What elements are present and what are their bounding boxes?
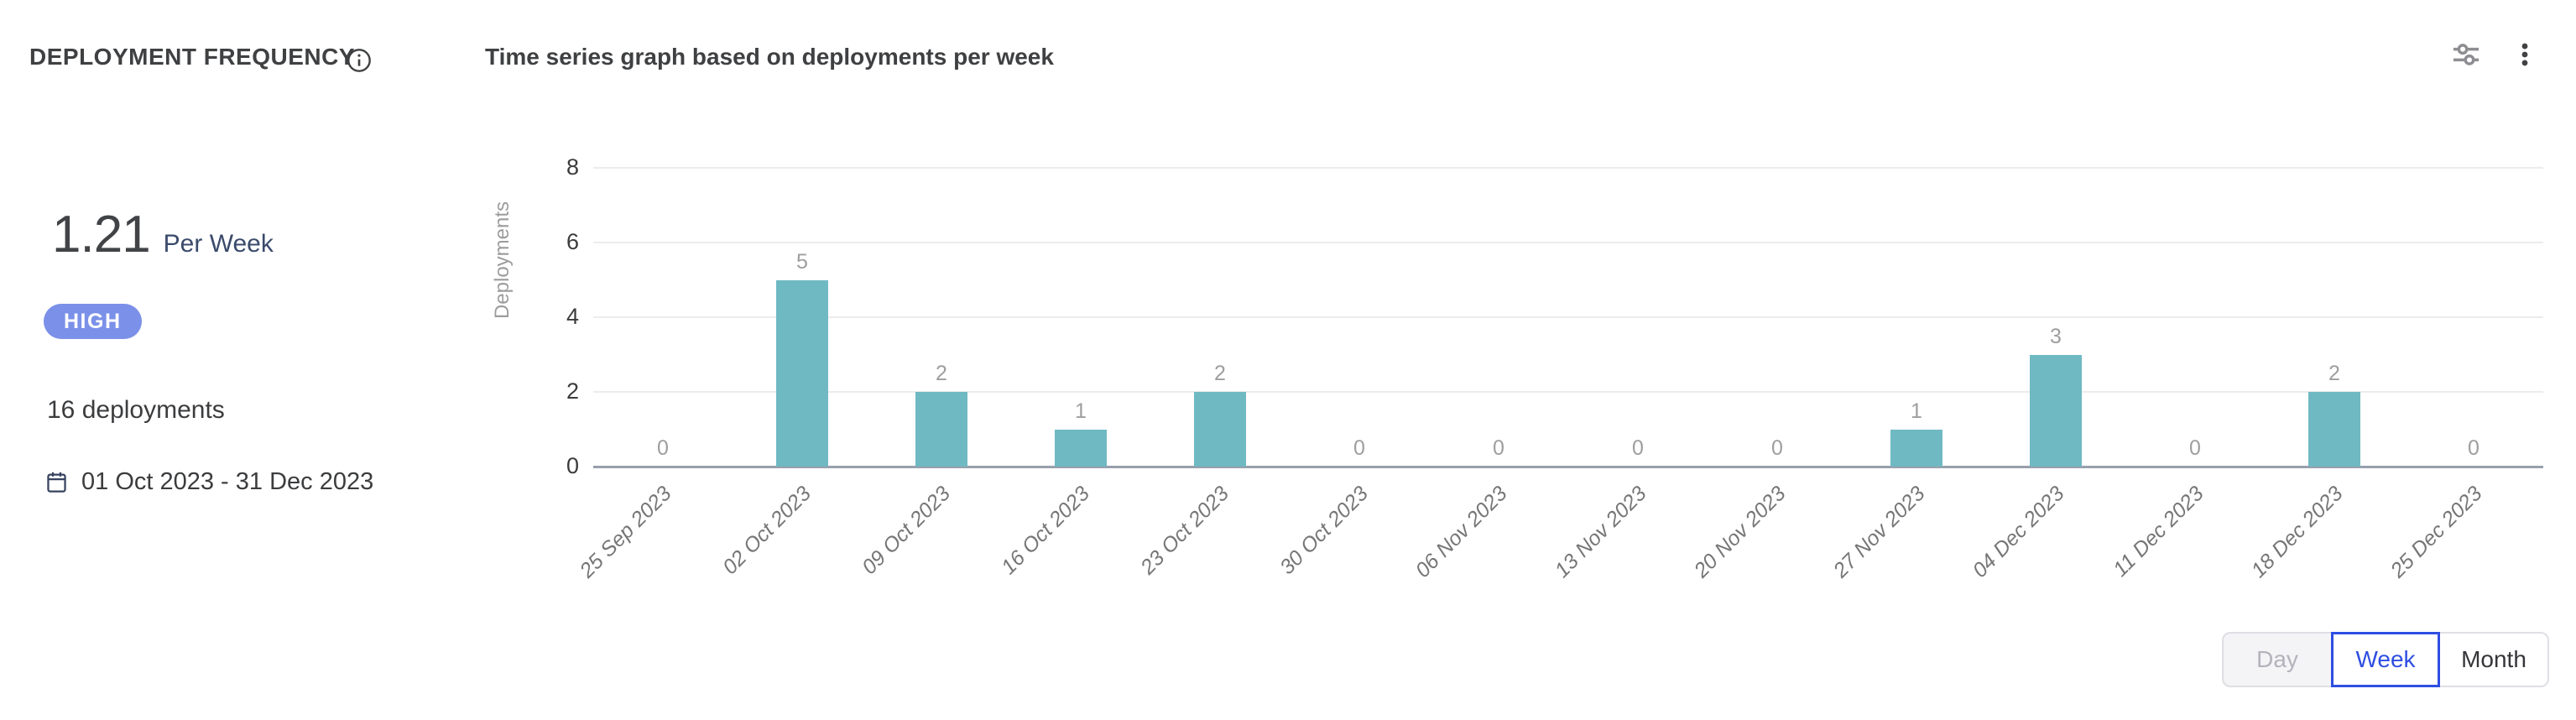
x-tick-16 Oct 2023: 16 Oct 2023 [996, 482, 1094, 580]
bar-23 Oct 2023[interactable] [1194, 392, 1246, 467]
bar-value-11 Dec 2023: 0 [2189, 436, 2201, 460]
x-tick-18 Dec 2023: 18 Dec 2023 [2246, 482, 2348, 583]
bar-value-23 Oct 2023: 2 [1214, 362, 1226, 385]
bar-09 Oct 2023[interactable] [915, 392, 967, 467]
x-tick-25 Sep 2023: 25 Sep 2023 [575, 482, 676, 583]
metric-unit: Per Week [163, 230, 274, 258]
x-tick-11 Dec 2023: 11 Dec 2023 [2109, 482, 2208, 582]
gridline-0 [593, 466, 2543, 468]
bar-value-25 Sep 2023: 0 [657, 436, 669, 460]
toggle-day[interactable]: Day [2222, 632, 2331, 687]
bar-value-04 Dec 2023: 3 [2050, 324, 2062, 348]
info-icon[interactable] [346, 47, 373, 74]
x-tick-06 Nov 2023: 06 Nov 2023 [1411, 482, 1512, 583]
toggle-month[interactable]: Month [2440, 632, 2549, 687]
x-tick-09 Oct 2023: 09 Oct 2023 [857, 482, 955, 580]
y-tick-0: 0 [566, 453, 579, 478]
gridline-8 [593, 167, 2543, 169]
x-tick-02 Oct 2023: 02 Oct 2023 [717, 482, 816, 580]
bar-value-06 Nov 2023: 0 [1493, 436, 1504, 460]
x-tick-25 Dec 2023: 25 Dec 2023 [2386, 482, 2487, 583]
panel-title: DEPLOYMENT FREQUENCY [29, 44, 356, 70]
x-tick-23 Oct 2023: 23 Oct 2023 [1135, 482, 1233, 580]
bar-value-09 Oct 2023: 2 [936, 362, 947, 385]
gridline-2 [593, 391, 2543, 393]
sliders-icon[interactable] [2448, 37, 2484, 72]
bar-18 Dec 2023[interactable] [2308, 392, 2360, 467]
y-tick-4: 4 [566, 304, 579, 329]
x-tick-27 Nov 2023: 27 Nov 2023 [1828, 482, 1930, 583]
bar-value-16 Oct 2023: 1 [1075, 399, 1087, 423]
granularity-toggle: Day Week Month [2222, 632, 2549, 687]
bar-value-27 Nov 2023: 1 [1911, 399, 1922, 423]
metric-row: 1.21 Per Week [52, 205, 274, 264]
bar-value-13 Nov 2023: 0 [1632, 436, 1644, 460]
deployments-total: 16 deployments [47, 396, 225, 424]
bar-04 Dec 2023[interactable] [2030, 354, 2082, 467]
toggle-week[interactable]: Week [2331, 632, 2440, 687]
y-tick-8: 8 [566, 154, 579, 180]
bar-value-30 Oct 2023: 0 [1353, 436, 1365, 460]
bar-value-02 Oct 2023: 5 [796, 249, 808, 274]
bar-27 Nov 2023[interactable] [1890, 429, 1942, 467]
chart-title: Time series graph based on deployments p… [485, 44, 1054, 70]
y-tick-6: 6 [566, 229, 579, 254]
x-tick-13 Nov 2023: 13 Nov 2023 [1550, 482, 1651, 583]
x-tick-20 Nov 2023: 20 Nov 2023 [1689, 482, 1791, 583]
bar-value-25 Dec 2023: 0 [2468, 436, 2480, 460]
kebab-menu-icon[interactable] [2507, 37, 2542, 72]
x-tick-30 Oct 2023: 30 Oct 2023 [1275, 482, 1373, 580]
gridline-4 [593, 316, 2543, 318]
date-range-row: 01 Oct 2023 - 31 Dec 2023 [45, 468, 373, 496]
date-range: 01 Oct 2023 - 31 Dec 2023 [81, 468, 374, 495]
bar-16 Oct 2023[interactable] [1055, 429, 1107, 467]
gridline-6 [593, 242, 2543, 243]
y-axis-label: Deployments [491, 201, 514, 320]
x-tick-04 Dec 2023: 04 Dec 2023 [1968, 482, 2069, 583]
bar-value-20 Nov 2023: 0 [1771, 436, 1783, 460]
y-tick-2: 2 [566, 378, 579, 404]
status-badge: HIGH [44, 304, 142, 339]
bar-02 Oct 2023[interactable] [776, 279, 828, 467]
metric-value: 1.21 [52, 206, 151, 263]
calendar-icon [45, 470, 68, 494]
bar-value-18 Dec 2023: 2 [2328, 362, 2340, 385]
